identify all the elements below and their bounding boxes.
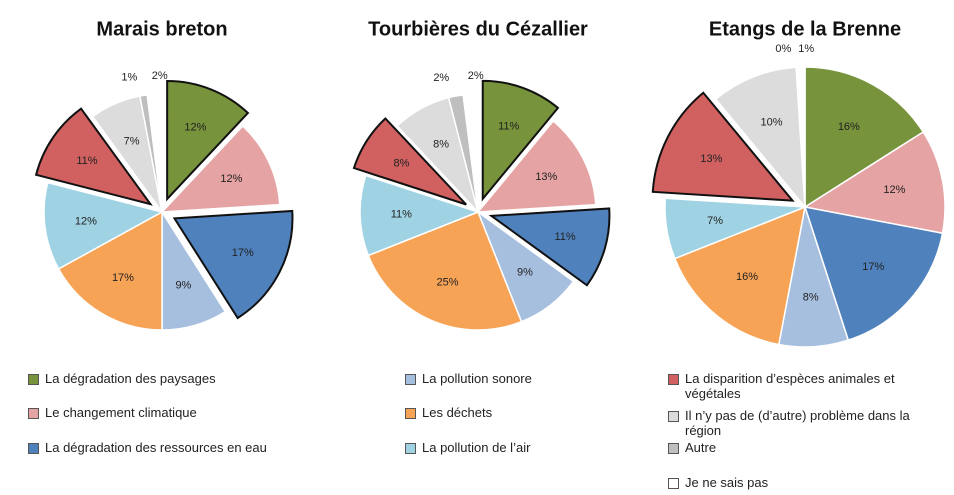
legend-swatch [405, 408, 416, 419]
legend-label: Le changement climatique [45, 405, 197, 420]
pie-slice [673, 205, 806, 346]
data-label: 8% [803, 292, 819, 304]
data-label: 11% [391, 208, 412, 220]
data-label: 17% [112, 272, 134, 284]
data-label: 12% [75, 216, 97, 228]
data-label: 16% [736, 271, 758, 283]
data-label: 11% [498, 121, 519, 133]
legend-swatch [405, 374, 416, 385]
data-label: 2% [433, 72, 449, 84]
legend-item: La disparition d’espèces animales et vég… [668, 371, 948, 401]
data-label: 10% [760, 116, 782, 128]
data-label: 25% [437, 276, 459, 288]
legend-item: Autre [668, 440, 948, 455]
legend-swatch [668, 411, 679, 422]
legend-label: Je ne sais pas [685, 475, 769, 490]
legend-item: La pollution de l’air [405, 440, 765, 455]
data-label: 7% [124, 136, 140, 148]
data-label: 11% [554, 231, 575, 243]
pie-slice [476, 120, 597, 213]
legend-label: La disparition d’espèces animales et vég… [685, 371, 895, 401]
legend-item: Je ne sais pas [668, 475, 948, 490]
data-label: 16% [838, 121, 860, 133]
pie-slice [803, 206, 944, 342]
pie-slice [160, 124, 281, 213]
legend-label: Les déchets [422, 405, 493, 420]
legend-label: La pollution de l’air [422, 440, 531, 455]
data-label: 12% [184, 122, 206, 134]
legend-swatch [28, 443, 39, 454]
legend-item: La dégradation des ressources en eau [28, 440, 388, 455]
pie-slice [43, 181, 165, 270]
legend-item: Le changement climatique [28, 405, 388, 420]
data-label: 13% [700, 153, 722, 165]
pie-slice [146, 93, 163, 213]
pie-slice [481, 79, 560, 202]
pie-slice [367, 211, 523, 331]
pie-slice [172, 209, 294, 320]
legend-item: La pollution sonore [405, 371, 765, 386]
legend-item: Il n’y pas de (d’autre) problème dans la… [668, 408, 948, 438]
legend-swatch [405, 443, 416, 454]
data-label: 2% [468, 70, 484, 82]
pie-slice [795, 66, 806, 208]
data-label: 13% [535, 171, 557, 183]
pie-slice [664, 197, 806, 260]
legend-swatch [668, 443, 679, 454]
legend-label: Autre [685, 440, 717, 455]
legend-label: La dégradation des paysages [45, 371, 216, 386]
data-label: 7% [707, 215, 723, 227]
data-label: 1% [121, 72, 137, 84]
data-label: 0% [775, 43, 791, 55]
data-label: 8% [393, 157, 409, 169]
pie-slice [462, 93, 479, 213]
legend-swatch [28, 374, 39, 385]
pie-slice [166, 79, 250, 202]
chart-title: Marais breton [96, 18, 227, 40]
data-label: 1% [798, 43, 814, 55]
pie-slice [651, 91, 795, 202]
legend-item: La dégradation des paysages [28, 371, 388, 386]
data-label: 12% [220, 173, 242, 185]
pie-slice [802, 130, 946, 235]
legend-label: La dégradation des ressources en eau [45, 440, 267, 455]
data-label: 9% [175, 280, 191, 292]
data-label: 2% [152, 70, 168, 82]
data-label: 9% [517, 267, 533, 279]
chart-title: Etangs de la Brenne [709, 18, 901, 40]
chart-title: Tourbières du Cézallier [368, 18, 588, 40]
data-label: 12% [883, 184, 905, 196]
pie-slice [488, 207, 611, 287]
pie-slice [34, 107, 153, 206]
pie-slice [359, 174, 481, 257]
legend-swatch [668, 374, 679, 385]
legend-label: La pollution sonore [422, 371, 532, 386]
data-label: 17% [862, 261, 884, 273]
legend-swatch [28, 408, 39, 419]
data-label: 8% [433, 139, 449, 151]
data-label: 11% [76, 155, 97, 167]
legend-item: Les déchets [405, 405, 765, 420]
pie-slice [57, 210, 163, 331]
pie-slice [804, 66, 925, 209]
pie-slice [352, 117, 467, 206]
pie-slice [714, 66, 806, 210]
data-label: 17% [232, 247, 254, 259]
legend-label: Il n’y pas de (d’autre) problème dans la… [685, 408, 910, 438]
legend-swatch [668, 478, 679, 489]
